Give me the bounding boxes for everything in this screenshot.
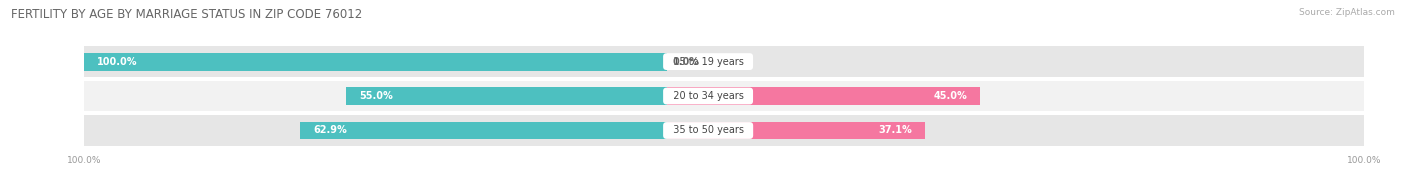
Text: 37.1%: 37.1% <box>879 125 912 135</box>
Text: Source: ZipAtlas.com: Source: ZipAtlas.com <box>1299 8 1395 17</box>
Bar <box>84 53 666 71</box>
Bar <box>666 122 925 139</box>
Bar <box>666 87 980 105</box>
Text: 62.9%: 62.9% <box>314 125 347 135</box>
Text: 35 to 50 years: 35 to 50 years <box>666 125 749 135</box>
Bar <box>84 81 1364 111</box>
Text: 20 to 34 years: 20 to 34 years <box>666 91 749 101</box>
Bar <box>84 115 1364 146</box>
Text: 100.0%: 100.0% <box>97 57 138 67</box>
Text: 0.0%: 0.0% <box>673 57 700 67</box>
Text: FERTILITY BY AGE BY MARRIAGE STATUS IN ZIP CODE 76012: FERTILITY BY AGE BY MARRIAGE STATUS IN Z… <box>11 8 363 21</box>
Bar <box>84 46 1364 77</box>
Text: 55.0%: 55.0% <box>359 91 392 101</box>
Text: 15 to 19 years: 15 to 19 years <box>666 57 749 67</box>
Text: 45.0%: 45.0% <box>934 91 967 101</box>
Bar <box>346 87 666 105</box>
Bar <box>301 122 666 139</box>
